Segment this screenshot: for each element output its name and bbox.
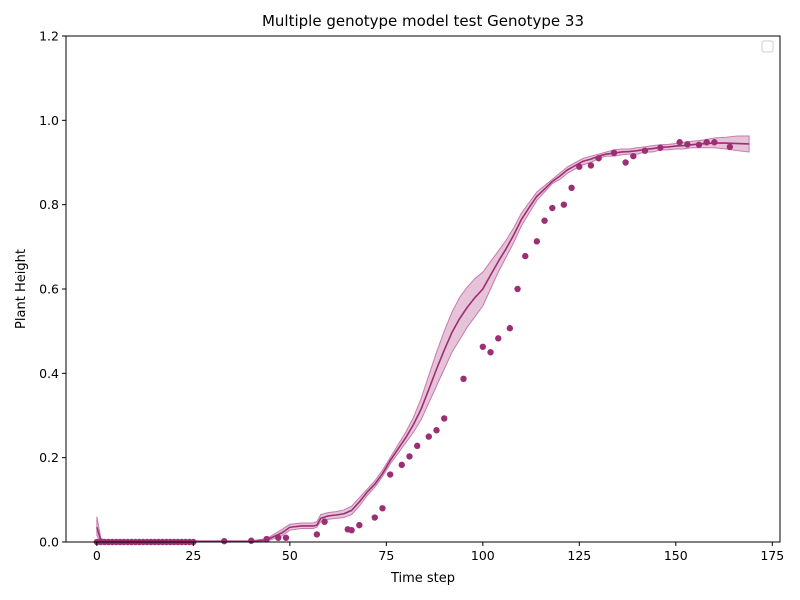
data-point (433, 427, 440, 434)
data-point (348, 526, 355, 534)
data-point (460, 375, 467, 383)
data-point (321, 518, 328, 525)
data-point (568, 184, 575, 191)
data-point (356, 521, 363, 529)
data-point (313, 531, 321, 538)
y-tick-label: 0.2 (39, 450, 59, 465)
data-point (657, 144, 664, 151)
data-point (703, 139, 710, 146)
data-point (595, 155, 602, 162)
data-point (695, 141, 703, 148)
confidence-band-layer (96, 135, 750, 543)
plot-area (65, 35, 781, 546)
data-point (479, 343, 487, 350)
x-tick-label: 25 (185, 548, 201, 563)
data-point (398, 461, 405, 469)
y-tick-label: 1.2 (39, 29, 59, 44)
x-tick-label: 100 (471, 548, 495, 563)
data-point (506, 325, 514, 332)
data-point (248, 537, 255, 544)
data-point (406, 453, 413, 460)
y-tick-label: 1.0 (39, 113, 59, 128)
data-point (221, 537, 228, 545)
y-axis-label: Plant Height (14, 249, 29, 329)
data-point (386, 471, 394, 478)
plot-background (66, 36, 780, 542)
data-point (630, 152, 637, 160)
x-axis-label: Time step (390, 571, 455, 586)
data-point (726, 143, 734, 151)
y-tick-label: 0.8 (39, 197, 59, 212)
data-point (684, 141, 691, 148)
data-point (514, 285, 521, 293)
data-point (495, 335, 502, 342)
data-point (441, 415, 448, 422)
data-point (541, 217, 548, 224)
data-point (275, 534, 282, 541)
mean-line-layer (96, 142, 750, 543)
data-point (487, 349, 494, 356)
data-point (610, 149, 618, 156)
data-point (711, 139, 718, 146)
chart-title: Multiple genotype model test Genotype 33 (262, 12, 584, 30)
data-point (282, 534, 290, 541)
x-tick-label: 0 (93, 548, 101, 563)
y-tick-label: 0.4 (39, 366, 59, 381)
x-tick-label: 50 (282, 548, 298, 563)
y-tick-label: 0.6 (39, 282, 59, 297)
mean-line (96, 142, 750, 543)
data-point (371, 514, 378, 521)
x-tick-label: 150 (664, 548, 688, 563)
observations-layer (93, 139, 734, 546)
data-point (641, 147, 649, 154)
data-point (379, 505, 386, 512)
data-point (549, 204, 556, 212)
data-point (676, 139, 683, 146)
legend-box (761, 40, 774, 53)
data-point (414, 442, 421, 450)
data-point (622, 159, 629, 166)
data-point (533, 238, 541, 245)
x-tick-label: 175 (760, 548, 784, 563)
data-point (587, 162, 595, 169)
x-axis: 0 25 50 75 100 125 150 175 (93, 542, 784, 563)
x-tick-label: 75 (378, 548, 394, 563)
data-point (425, 433, 432, 440)
x-tick-label: 125 (567, 548, 591, 563)
data-point (576, 163, 583, 170)
confidence-band (96, 135, 750, 543)
y-tick-label: 0.0 (39, 535, 59, 550)
data-point (522, 252, 529, 260)
data-point (263, 535, 270, 543)
data-point (560, 201, 568, 208)
y-axis: 0.0 0.2 0.4 0.6 0.8 1.0 1.2 (39, 29, 66, 550)
